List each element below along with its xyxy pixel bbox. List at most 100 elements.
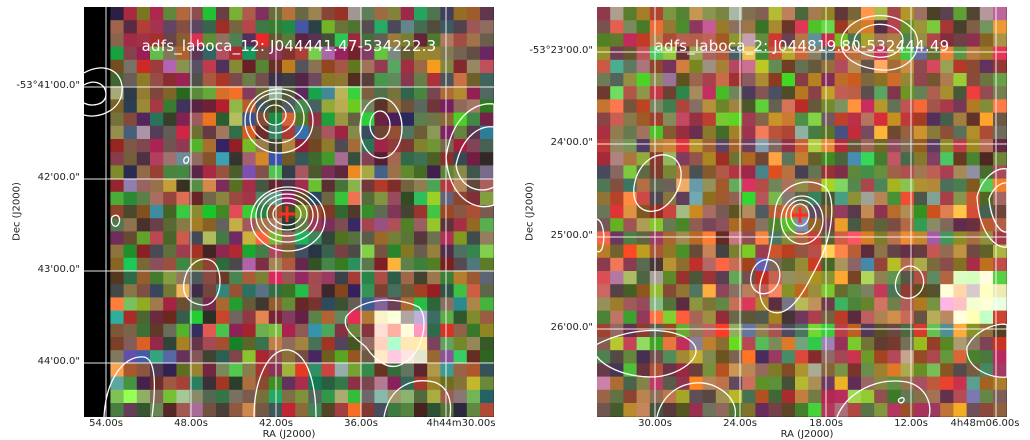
mosaic-pixel	[834, 139, 849, 153]
mosaic-pixel	[466, 363, 481, 378]
mosaic-pixel	[176, 205, 191, 219]
mosaic-pixel	[163, 205, 177, 219]
mosaic-pixel	[702, 7, 717, 21]
mosaic-pixel	[874, 99, 888, 114]
mosaic-pixel	[216, 86, 230, 100]
mosaic-pixel	[953, 112, 968, 127]
mosaic-pixel	[702, 46, 717, 61]
mosaic-pixel	[887, 33, 902, 48]
mosaic-pixel	[374, 59, 389, 74]
mosaic-pixel	[702, 323, 717, 338]
mosaic-pixel	[150, 284, 164, 298]
mosaic-pixel	[255, 257, 270, 272]
mosaic-pixel	[715, 46, 730, 61]
mosaic-pixel	[136, 178, 151, 193]
mosaic-pixel	[715, 139, 730, 153]
mosaic-pixel	[900, 323, 915, 338]
mosaic-pixel	[887, 231, 902, 246]
mosaic-pixel	[136, 46, 151, 61]
mosaic-pixel	[755, 350, 770, 364]
mosaic-pixel	[202, 376, 217, 391]
mosaic-pixel	[993, 59, 1007, 74]
mosaic-pixel	[242, 46, 257, 61]
mosaic-pixel	[453, 125, 468, 140]
mosaic-pixel	[163, 244, 177, 259]
mosaic-pixel	[821, 125, 836, 140]
mosaic-pixel	[189, 205, 204, 219]
mosaic-pixel	[834, 337, 849, 351]
mosaic-pixel	[742, 337, 756, 351]
mosaic-pixel	[361, 20, 375, 34]
mosaic-pixel	[821, 73, 836, 87]
mosaic-pixel	[216, 205, 230, 219]
mosaic-pixel	[649, 59, 664, 74]
mosaic-pixel	[979, 310, 994, 325]
mosaic-pixel	[414, 73, 428, 87]
mosaic-pixel	[795, 244, 809, 259]
mosaic-pixel	[874, 376, 888, 391]
mosaic-pixel	[610, 218, 624, 232]
mosaic-pixel	[768, 323, 783, 338]
mosaic-pixel	[623, 139, 638, 153]
mosaic-pixel	[597, 297, 611, 312]
mosaic-pixel	[110, 271, 125, 285]
mosaic-pixel	[636, 7, 651, 21]
mosaic-pixel	[453, 59, 468, 74]
mosaic-pixel	[768, 376, 783, 391]
mosaic-pixel	[480, 20, 494, 34]
mosaic-pixel	[834, 257, 849, 272]
mosaic-pixel	[874, 86, 888, 100]
mosaic-pixel	[966, 284, 981, 298]
mosaic-pixel	[387, 323, 402, 338]
mosaic-pixel	[610, 7, 624, 21]
mosaic-pixel	[887, 284, 902, 298]
mosaic-pixel	[163, 218, 177, 232]
mosaic-pixel	[676, 165, 690, 180]
mosaic-pixel	[321, 178, 336, 193]
mosaic-pixel	[334, 165, 349, 180]
mosaic-pixel	[676, 191, 690, 206]
mosaic-pixel	[387, 33, 402, 48]
mosaic-pixel	[900, 350, 915, 364]
mosaic-pixel	[834, 86, 849, 100]
mosaic-pixel	[742, 310, 756, 325]
mosaic-pixel	[636, 191, 651, 206]
mosaic-pixel	[202, 284, 217, 298]
mosaic-pixel	[649, 297, 664, 312]
mosaic-pixel	[795, 271, 809, 285]
mosaic-pixel	[623, 205, 638, 219]
mosaic-pixel	[808, 284, 822, 298]
mosaic-pixel	[321, 350, 336, 364]
mosaic-pixel	[334, 257, 349, 272]
mosaic-pixel	[887, 218, 902, 232]
mosaic-pixel	[374, 323, 389, 338]
mosaic-pixel	[440, 244, 455, 259]
mosaic-pixel	[176, 403, 191, 417]
mosaic-pixel	[610, 310, 624, 325]
mosaic-pixel	[136, 86, 151, 100]
mosaic-pixel	[689, 33, 704, 48]
mosaic-pixel	[729, 310, 743, 325]
mosaic-pixel	[702, 271, 717, 285]
mosaic-pixel	[874, 139, 888, 153]
mosaic-pixel	[414, 112, 428, 127]
mosaic-pixel	[689, 73, 704, 87]
mosaic-pixel	[768, 20, 783, 34]
mosaic-pixel	[453, 99, 468, 114]
right-ytick-3: 26'00.0"	[550, 322, 593, 333]
mosaic-pixel	[702, 257, 717, 272]
mosaic-pixel	[702, 165, 717, 180]
mosaic-pixel	[610, 46, 624, 61]
mosaic-pixel	[480, 205, 494, 219]
mosaic-pixel	[795, 403, 809, 417]
mosaic-pixel	[702, 403, 717, 417]
mosaic-pixel	[110, 257, 125, 272]
mosaic-pixel	[282, 389, 296, 404]
mosaic-pixel	[202, 403, 217, 417]
mosaic-pixel	[374, 99, 389, 114]
mosaic-pixel	[348, 59, 362, 74]
mosaic-pixel	[808, 350, 822, 364]
mosaic-pixel	[216, 33, 230, 48]
mosaic-pixel	[913, 323, 928, 338]
mosaic-pixel	[808, 257, 822, 272]
